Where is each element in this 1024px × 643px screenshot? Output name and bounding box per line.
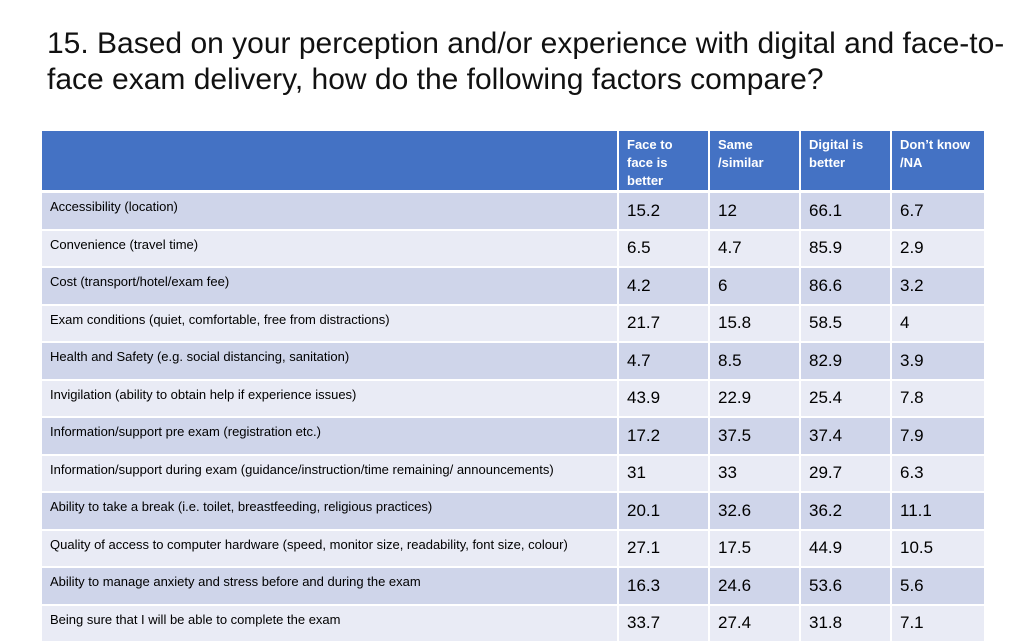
cell-same-similar: 37.5	[709, 417, 801, 456]
cell-dont-know: 10.5	[891, 529, 984, 568]
cell-same-similar: 12	[709, 191, 801, 231]
table-row: Invigilation (ability to obtain help if …	[42, 379, 984, 418]
table-row: Health and Safety (e.g. social distancin…	[42, 342, 984, 381]
cell-face-to-face-better: 20.1	[618, 492, 710, 531]
cell-dont-know: 5.6	[891, 567, 984, 606]
table-row: Ability to manage anxiety and stress bef…	[42, 567, 984, 606]
cell-same-similar: 24.6	[709, 567, 801, 606]
cell-face-to-face-better: 31	[618, 454, 710, 493]
cell-digital-better: 25.4	[800, 379, 892, 418]
row-factor: Information/support pre exam (registrati…	[42, 417, 619, 456]
cell-dont-know: 2.9	[891, 229, 984, 268]
cell-same-similar: 17.5	[709, 529, 801, 568]
cell-digital-better: 53.6	[800, 567, 892, 606]
table-row: Ability to take a break (i.e. toilet, br…	[42, 492, 984, 531]
cell-dont-know: 3.2	[891, 267, 984, 306]
cell-face-to-face-better: 17.2	[618, 417, 710, 456]
row-factor: Accessibility (location)	[42, 191, 619, 231]
cell-dont-know: 6.3	[891, 454, 984, 493]
cell-face-to-face-better: 21.7	[618, 304, 710, 343]
table-row: Accessibility (location) 15.2 12 66.1 6.…	[42, 191, 984, 231]
cell-same-similar: 22.9	[709, 379, 801, 418]
table-row: Information/support during exam (guidanc…	[42, 454, 984, 493]
cell-dont-know: 3.9	[891, 342, 984, 381]
cell-digital-better: 31.8	[800, 604, 892, 643]
cell-dont-know: 11.1	[891, 492, 984, 531]
cell-dont-know: 4	[891, 304, 984, 343]
comparison-table: Face to face is better Same /similar Dig…	[42, 131, 984, 643]
header-digital-better: Digital is better	[800, 131, 892, 193]
cell-digital-better: 86.6	[800, 267, 892, 306]
cell-digital-better: 58.5	[800, 304, 892, 343]
cell-dont-know: 7.8	[891, 379, 984, 418]
cell-face-to-face-better: 33.7	[618, 604, 710, 643]
cell-face-to-face-better: 15.2	[618, 191, 710, 231]
header-factor	[42, 131, 619, 193]
cell-same-similar: 15.8	[709, 304, 801, 343]
cell-dont-know: 6.7	[891, 191, 984, 231]
cell-face-to-face-better: 43.9	[618, 379, 710, 418]
row-factor: Cost (transport/hotel/exam fee)	[42, 267, 619, 306]
cell-digital-better: 85.9	[800, 229, 892, 268]
table-row: Convenience (travel time) 6.5 4.7 85.9 2…	[42, 229, 984, 268]
table-row: Information/support pre exam (registrati…	[42, 417, 984, 456]
row-factor: Health and Safety (e.g. social distancin…	[42, 342, 619, 381]
table-row: Being sure that I will be able to comple…	[42, 604, 984, 643]
cell-same-similar: 8.5	[709, 342, 801, 381]
header-same-similar: Same /similar	[709, 131, 801, 193]
row-factor: Information/support during exam (guidanc…	[42, 454, 619, 493]
cell-dont-know: 7.9	[891, 417, 984, 456]
row-factor: Convenience (travel time)	[42, 229, 619, 268]
cell-same-similar: 33	[709, 454, 801, 493]
slide-title: 15. Based on your perception and/or expe…	[47, 27, 1005, 96]
row-factor: Invigilation (ability to obtain help if …	[42, 379, 619, 418]
cell-face-to-face-better: 4.7	[618, 342, 710, 381]
cell-dont-know: 7.1	[891, 604, 984, 643]
cell-digital-better: 29.7	[800, 454, 892, 493]
cell-face-to-face-better: 27.1	[618, 529, 710, 568]
table-row: Cost (transport/hotel/exam fee) 4.2 6 86…	[42, 267, 984, 306]
cell-face-to-face-better: 6.5	[618, 229, 710, 268]
table-header-row: Face to face is better Same /similar Dig…	[42, 131, 984, 193]
cell-same-similar: 6	[709, 267, 801, 306]
cell-digital-better: 37.4	[800, 417, 892, 456]
header-dont-know: Don’t know /NA	[891, 131, 984, 193]
cell-digital-better: 82.9	[800, 342, 892, 381]
table-row: Quality of access to computer hardware (…	[42, 529, 984, 568]
row-factor: Ability to manage anxiety and stress bef…	[42, 567, 619, 606]
cell-face-to-face-better: 4.2	[618, 267, 710, 306]
cell-face-to-face-better: 16.3	[618, 567, 710, 606]
row-factor: Quality of access to computer hardware (…	[42, 529, 619, 568]
row-factor: Ability to take a break (i.e. toilet, br…	[42, 492, 619, 531]
table-row: Exam conditions (quiet, comfortable, fre…	[42, 304, 984, 343]
cell-digital-better: 44.9	[800, 529, 892, 568]
cell-same-similar: 27.4	[709, 604, 801, 643]
cell-same-similar: 32.6	[709, 492, 801, 531]
row-factor: Exam conditions (quiet, comfortable, fre…	[42, 304, 619, 343]
header-face-to-face-better: Face to face is better	[618, 131, 710, 193]
cell-same-similar: 4.7	[709, 229, 801, 268]
row-factor: Being sure that I will be able to comple…	[42, 604, 619, 643]
cell-digital-better: 36.2	[800, 492, 892, 531]
cell-digital-better: 66.1	[800, 191, 892, 231]
